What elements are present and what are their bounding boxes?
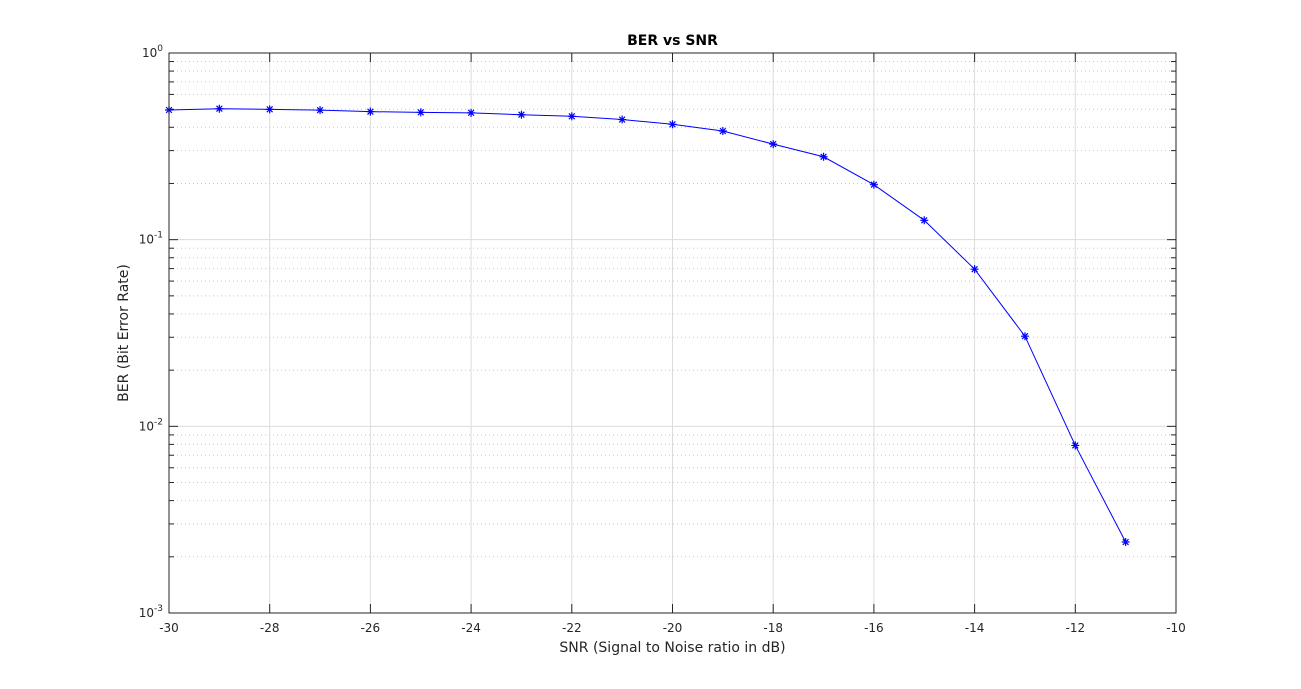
data-point-marker (869, 180, 878, 189)
data-point-marker (718, 127, 727, 136)
data-point-marker (1071, 441, 1080, 450)
chart-title: BER vs SNR (627, 33, 718, 49)
x-tick-label: -10 (1166, 621, 1186, 635)
y-tick-label: 100 (142, 44, 163, 60)
y-tick-label: 10-3 (139, 604, 163, 620)
x-tick-label: -30 (159, 621, 179, 635)
x-tick-label: -22 (562, 621, 582, 635)
data-point-marker (467, 108, 476, 117)
axis-ticks: -30 -28 -26 -24 -22 -20 -18 -16 -14 -12 -10 10-3 10-… (139, 44, 1186, 635)
x-tick-label: -12 (1065, 621, 1085, 635)
data-point-marker (567, 112, 576, 121)
data-point-marker (366, 107, 375, 116)
y-axis-label: BER (Bit Error Rate) (116, 264, 132, 402)
x-tick-label: -26 (361, 621, 381, 635)
data-point-marker (819, 152, 828, 161)
data-point-marker (920, 216, 929, 225)
x-tick-label: -14 (965, 621, 985, 635)
data-point-marker (416, 108, 425, 117)
x-axis-label: SNR (Signal to Noise ratio in dB) (559, 640, 785, 656)
x-tick-label: -24 (461, 621, 481, 635)
data-point-marker (970, 265, 979, 274)
data-point-marker (668, 120, 677, 129)
data-point-marker (215, 104, 224, 113)
data-point-marker (1020, 332, 1029, 341)
x-tick-label: -20 (663, 621, 683, 635)
series-line (168, 108, 1127, 543)
data-point-marker (1121, 538, 1130, 547)
y-tick-label: 10-2 (139, 417, 163, 433)
y-tick-label: 10-1 (139, 231, 163, 247)
x-tick-label: -18 (763, 621, 783, 635)
x-tick-label: -16 (864, 621, 884, 635)
data-point-marker (618, 115, 627, 124)
data-point-marker (769, 140, 778, 149)
data-point-marker (316, 106, 325, 115)
data-point-marker (265, 105, 274, 114)
data-point-marker (517, 110, 526, 119)
x-tick-label: -28 (260, 621, 280, 635)
